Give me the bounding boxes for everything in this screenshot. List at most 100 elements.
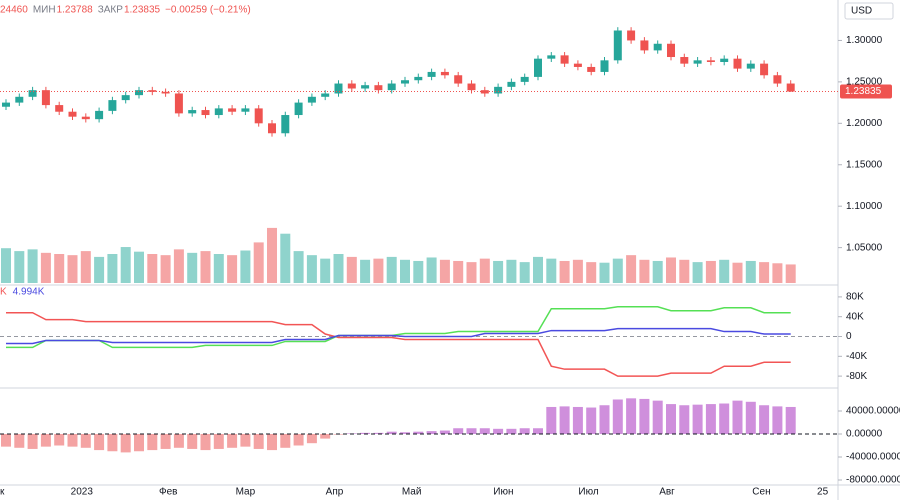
- y-tick-label: 80K: [846, 292, 864, 303]
- volume-bar: [639, 259, 650, 283]
- histogram-bar: [27, 433, 38, 449]
- x-tick-label: Июн: [493, 487, 513, 498]
- volume-bar: [200, 251, 211, 283]
- histogram-bar: [572, 406, 583, 434]
- candle-body: [640, 40, 649, 51]
- candle-body: [680, 57, 689, 64]
- histogram-bar: [253, 433, 264, 449]
- x-tick-label: Фев: [159, 487, 177, 498]
- histogram-bar: [267, 433, 277, 451]
- candle-body: [706, 60, 715, 62]
- candle-body: [746, 63, 755, 69]
- candle-body: [733, 58, 742, 69]
- histogram-bar: [479, 428, 490, 434]
- candle-body: [773, 75, 782, 84]
- histogram-bar: [586, 407, 597, 434]
- histogram-bar: [599, 405, 610, 434]
- y-tick-label: 40000.00000: [846, 406, 900, 417]
- candle-body: [507, 81, 516, 87]
- volume-bar: [626, 255, 637, 283]
- y-tick-label: -80K: [846, 371, 867, 382]
- candle-body: [414, 76, 423, 81]
- header-text: −0.00259 (−0.21%): [165, 5, 251, 16]
- histogram-bar: [439, 430, 450, 434]
- volume-bar: [173, 249, 184, 283]
- histogram-bar: [652, 400, 663, 434]
- y-tick-label: 1.10000: [846, 201, 883, 212]
- candle-body: [321, 93, 330, 97]
- volume-bar: [572, 259, 583, 283]
- candle-body: [95, 110, 104, 120]
- volume-bar: [1, 248, 11, 283]
- candle-body: [786, 83, 795, 92]
- volume-bar: [147, 254, 158, 283]
- histogram-bar: [759, 405, 770, 434]
- cot-line: [6, 327, 791, 345]
- candle-body: [188, 110, 197, 114]
- volume-bar: [346, 256, 357, 283]
- histogram-bar: [120, 433, 131, 453]
- candle-body: [347, 83, 356, 89]
- volume-bar: [54, 254, 65, 283]
- volume-bar: [772, 263, 783, 283]
- volume-bar: [533, 256, 543, 283]
- volume-bar: [453, 260, 464, 283]
- histogram-bar: [134, 433, 144, 452]
- volume-bar: [426, 257, 437, 283]
- histogram-bar: [745, 401, 756, 434]
- candle-body: [467, 83, 476, 91]
- histogram-bar: [147, 433, 158, 451]
- volume-bar: [493, 260, 504, 283]
- histogram-bar: [679, 405, 690, 434]
- candle-body: [600, 60, 609, 72]
- histogram-bar: [54, 433, 65, 446]
- volume-bar: [586, 262, 597, 283]
- histogram-bar: [493, 428, 504, 434]
- histogram-bar: [306, 433, 317, 444]
- volume-bar: [439, 259, 450, 283]
- cot-line: [6, 311, 791, 377]
- volume-bar: [466, 262, 477, 283]
- candle-body: [281, 115, 290, 134]
- y-tick-label: -40K: [846, 351, 867, 362]
- currency-box[interactable]: [844, 2, 894, 20]
- volume-bar: [213, 254, 224, 283]
- volume-bar: [160, 255, 171, 283]
- candle-body: [427, 71, 436, 77]
- volume-bar: [745, 260, 756, 283]
- y-tick-label: 1.15000: [846, 159, 883, 170]
- candle-body: [627, 30, 636, 41]
- volume-bar: [187, 252, 198, 283]
- candle-body: [440, 71, 449, 76]
- x-tick-label: Авг: [659, 487, 675, 498]
- volume-bar: [80, 251, 91, 283]
- histogram-bar: [94, 433, 105, 451]
- y-tick-label: 1.30000: [846, 35, 883, 46]
- histogram-bar: [14, 433, 25, 448]
- y-tick-label: 1.05000: [846, 242, 883, 253]
- histogram-bar: [293, 433, 304, 446]
- histogram-bar: [107, 433, 118, 452]
- histogram-bar: [626, 398, 637, 434]
- volume-bar: [546, 258, 557, 283]
- legend-text: 4.994K: [13, 287, 45, 298]
- histogram-bar: [546, 406, 557, 434]
- candle-body: [148, 90, 157, 92]
- candle-body: [241, 108, 250, 112]
- candle-body: [55, 105, 64, 112]
- histogram-bar: [772, 406, 783, 434]
- header-text: 1.23835: [124, 5, 161, 16]
- header-text: 24460: [0, 5, 28, 16]
- histogram-bar: [719, 403, 730, 434]
- candle-body: [480, 90, 489, 94]
- candle-body: [2, 102, 10, 107]
- candle-body: [28, 90, 37, 97]
- volume-bar: [400, 259, 410, 283]
- volume-bar: [227, 255, 238, 283]
- header-text: ЗАКР: [98, 5, 124, 16]
- x-tick-label: Сен: [752, 487, 770, 498]
- histogram-bar: [173, 433, 184, 448]
- histogram-bar: [639, 398, 650, 434]
- histogram-bar: [400, 432, 410, 434]
